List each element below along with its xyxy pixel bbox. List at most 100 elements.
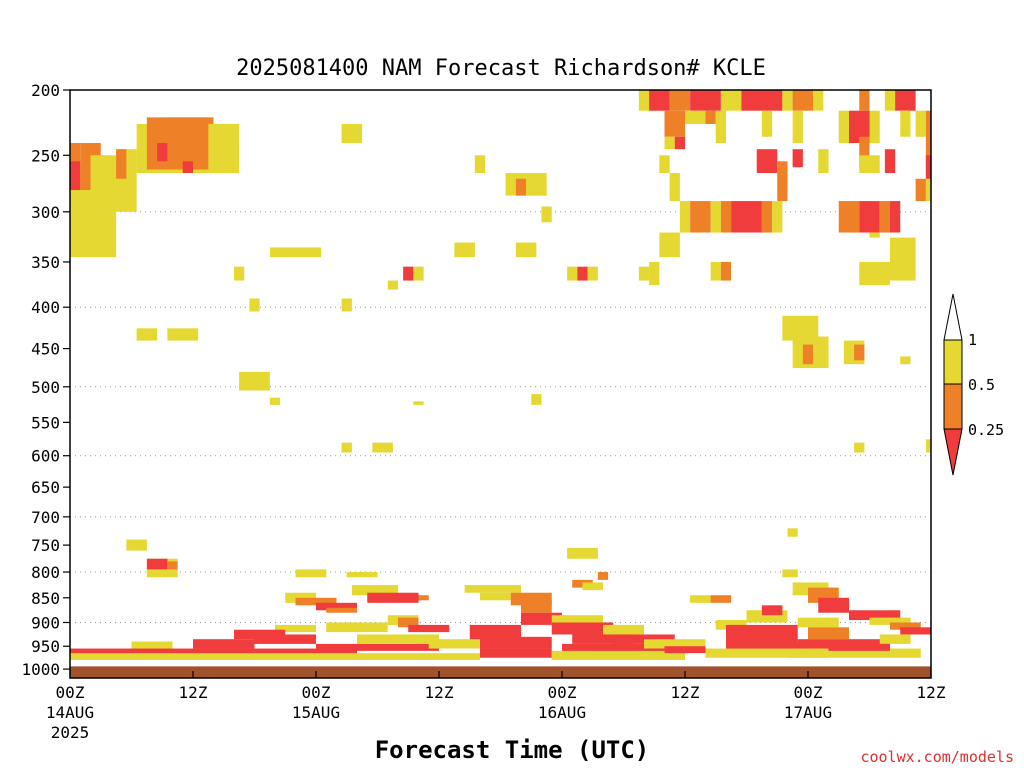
x-date-label: 16AUG: [538, 703, 586, 722]
y-tick-label: 500: [31, 378, 60, 397]
richardson-cell: [480, 648, 552, 658]
richardson-cell: [884, 90, 896, 111]
richardson-cell: [70, 161, 81, 202]
richardson-cell: [690, 90, 721, 111]
colorbar-label: 0.25: [968, 421, 1004, 439]
richardson-cell: [761, 605, 783, 616]
richardson-cell: [326, 622, 388, 633]
richardson-cell: [869, 155, 880, 174]
x-date-label: 17AUG: [784, 703, 832, 722]
richardson-cell: [659, 232, 680, 258]
richardson-cell: [454, 242, 475, 258]
richardson-cell: [797, 639, 890, 649]
y-tick-label: 800: [31, 563, 60, 582]
richardson-cell: [316, 602, 357, 611]
y-tick-label: 950: [31, 637, 60, 656]
richardson-cell: [582, 582, 603, 591]
richardson-cell: [890, 622, 921, 630]
richardson-cell: [208, 123, 240, 144]
richardson-cell: [720, 261, 732, 281]
chart-title: 2025081400 NAM Forecast Richardson# KCLE: [236, 56, 766, 81]
richardson-cell: [551, 615, 603, 625]
richardson-cell: [869, 110, 880, 144]
richardson-cell: [577, 266, 588, 281]
richardson-cell: [551, 622, 614, 635]
richardson-cell: [131, 641, 173, 651]
richardson-cell: [802, 344, 814, 365]
richardson-cell: [720, 90, 742, 111]
richardson-cell: [869, 232, 880, 238]
richardson-cell: [792, 149, 803, 168]
colorbar-bin: [943, 383, 963, 430]
richardson-cell: [341, 442, 352, 453]
richardson-cell: [925, 178, 931, 202]
richardson-cell: [70, 653, 480, 661]
richardson-cell: [890, 237, 916, 281]
richardson-cell: [741, 90, 783, 111]
richardson-cell: [782, 569, 798, 578]
x-tick-label: 12Z: [917, 683, 946, 702]
richardson-cell: [515, 242, 537, 258]
richardson-cell: [649, 90, 670, 111]
richardson-cell: [915, 178, 926, 202]
richardson-cell: [428, 639, 480, 649]
richardson-cell: [895, 90, 916, 111]
x-date-label: 14AUG: [46, 703, 94, 722]
richardson-cell: [659, 155, 670, 174]
richardson-cell: [531, 394, 542, 405]
richardson-cell: [116, 149, 127, 179]
richardson-cell: [70, 648, 357, 656]
richardson-cell: [413, 401, 424, 405]
richardson-cell: [690, 595, 711, 603]
richardson-cell: [761, 201, 773, 233]
richardson-cell: [269, 397, 281, 405]
richardson-cell: [710, 595, 732, 603]
x-tick-label: 12Z: [671, 683, 700, 702]
y-tick-label: 550: [31, 413, 60, 432]
richardson-cell: [526, 178, 547, 196]
richardson-cell: [157, 143, 168, 162]
colorbar-bin: [943, 339, 963, 385]
richardson-cell: [351, 585, 398, 596]
richardson-cell: [669, 90, 691, 111]
richardson-cell: [726, 624, 798, 644]
richardson-cell: [854, 442, 865, 453]
richardson-cell: [710, 201, 721, 233]
y-tick-label: 250: [31, 146, 60, 165]
richardson-cell: [341, 298, 352, 312]
richardson-cell: [126, 539, 147, 551]
richardson-cell: [346, 572, 378, 578]
richardson-cell: [797, 617, 839, 628]
richardson-cell: [408, 624, 450, 633]
richardson-cell: [469, 624, 521, 640]
x-tick-label: 12Z: [179, 683, 208, 702]
richardson-cell: [818, 149, 829, 174]
richardson-cell: [572, 632, 634, 644]
richardson-cell: [792, 90, 814, 111]
richardson-cell: [413, 266, 424, 281]
plot-frame: [69, 89, 932, 679]
richardson-cell: [828, 643, 890, 651]
richardson-cell: [808, 627, 849, 640]
richardson-cell: [167, 117, 214, 144]
richardson-cell: [838, 201, 860, 233]
richardson-cell: [679, 201, 691, 233]
richardson-cell: [787, 648, 921, 658]
y-tick-label: 200: [31, 81, 60, 100]
x-tick-label: 00Z: [794, 683, 823, 702]
richardson-cell: [521, 600, 552, 613]
richardson-cell: [925, 439, 931, 453]
richardson-cell: [720, 201, 732, 233]
richardson-cell: [715, 110, 726, 144]
richardson-cell: [136, 328, 158, 341]
richardson-cell: [182, 161, 193, 174]
richardson-cell: [316, 643, 439, 651]
richardson-cell: [295, 597, 337, 606]
richardson-cell: [567, 547, 598, 559]
richardson-cell: [792, 110, 803, 144]
richardson-cell: [925, 155, 931, 179]
richardson-cell: [167, 328, 199, 341]
color-scale-legend: 1 0.5 0.25: [943, 293, 1004, 476]
richardson-cell: [613, 634, 675, 644]
richardson-cell: [900, 110, 911, 137]
